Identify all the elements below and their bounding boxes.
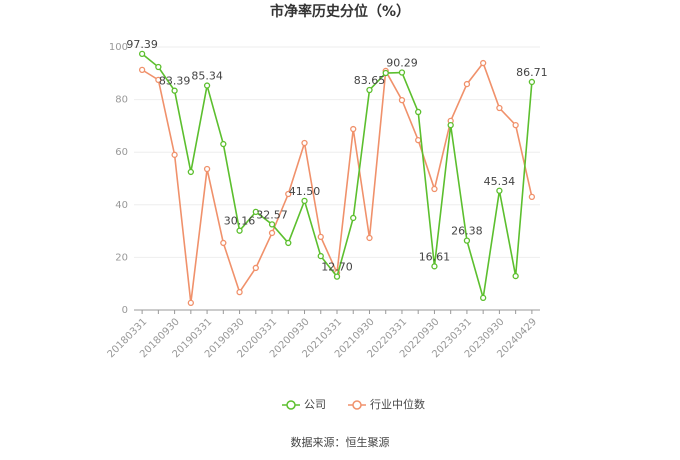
data-point	[220, 239, 227, 247]
data-label: 16.61	[419, 250, 451, 263]
legend-marker	[286, 400, 296, 410]
y-tick-label: 40	[115, 200, 128, 211]
data-label: 41.50	[289, 185, 321, 198]
data-point	[398, 69, 406, 76]
data-point	[528, 193, 536, 201]
data-label: 83.39	[159, 75, 191, 88]
data-point	[236, 288, 243, 296]
data-label: 90.29	[386, 57, 418, 70]
data-point	[528, 78, 536, 86]
legend-label: 公司	[304, 398, 326, 411]
data-point	[301, 139, 308, 147]
data-point	[512, 121, 519, 129]
data-label: 45.34	[484, 175, 516, 188]
data-point	[236, 227, 243, 234]
data-point	[366, 86, 373, 94]
data-label: 32.57	[256, 208, 288, 221]
data-label: 86.71	[516, 66, 548, 79]
chart-title: 市净率历史分位（%）	[270, 3, 410, 20]
data-point	[480, 59, 487, 67]
data-point	[252, 208, 259, 216]
data-point	[155, 63, 162, 71]
data-point	[496, 104, 503, 112]
legend-marker	[352, 400, 362, 410]
data-point	[431, 263, 438, 270]
data-point	[138, 50, 146, 58]
data-point	[187, 299, 194, 307]
y-tick-label: 100	[109, 42, 128, 53]
data-point	[187, 168, 194, 176]
data-point	[171, 151, 178, 158]
data-point	[415, 108, 422, 116]
data-point	[382, 69, 389, 77]
data-label: 85.34	[191, 70, 223, 83]
data-point	[171, 87, 178, 94]
y-tick-label: 0	[122, 305, 128, 316]
legend-label: 行业中位数	[370, 397, 425, 411]
data-point	[333, 273, 341, 280]
legend: 公司 行业中位数	[282, 397, 425, 411]
data-point	[350, 214, 357, 222]
data-point	[317, 252, 324, 260]
data-label: 26.38	[451, 225, 483, 238]
y-tick-label: 80	[115, 95, 128, 106]
data-point	[447, 121, 454, 129]
data-point	[155, 76, 162, 84]
data-label: 83.65	[354, 74, 386, 87]
y-tick-label: 20	[115, 252, 128, 263]
data-point	[285, 239, 292, 247]
data-label: 97.39	[126, 38, 158, 51]
data-point	[203, 82, 211, 89]
data-point	[463, 80, 471, 88]
data-point	[220, 140, 227, 148]
data-point	[252, 264, 259, 272]
data-label: 12.70	[321, 261, 353, 274]
data-point	[496, 187, 503, 194]
data-point	[398, 96, 406, 104]
data-point	[366, 234, 373, 242]
data-label: 30.16	[224, 215, 256, 228]
data-point	[138, 66, 146, 74]
data-point	[415, 136, 422, 144]
data-point	[512, 272, 519, 280]
data-point	[285, 190, 292, 198]
data-point	[463, 237, 471, 244]
data-point	[350, 125, 357, 133]
data-point	[431, 185, 438, 193]
data-point	[268, 229, 276, 237]
data-point	[480, 294, 487, 302]
data-point	[268, 221, 276, 228]
source: 数据来源：恒生聚源	[291, 435, 390, 449]
y-tick-label: 60	[115, 147, 128, 158]
data-point	[301, 197, 308, 205]
data-point	[317, 233, 324, 241]
data-point	[203, 165, 211, 173]
